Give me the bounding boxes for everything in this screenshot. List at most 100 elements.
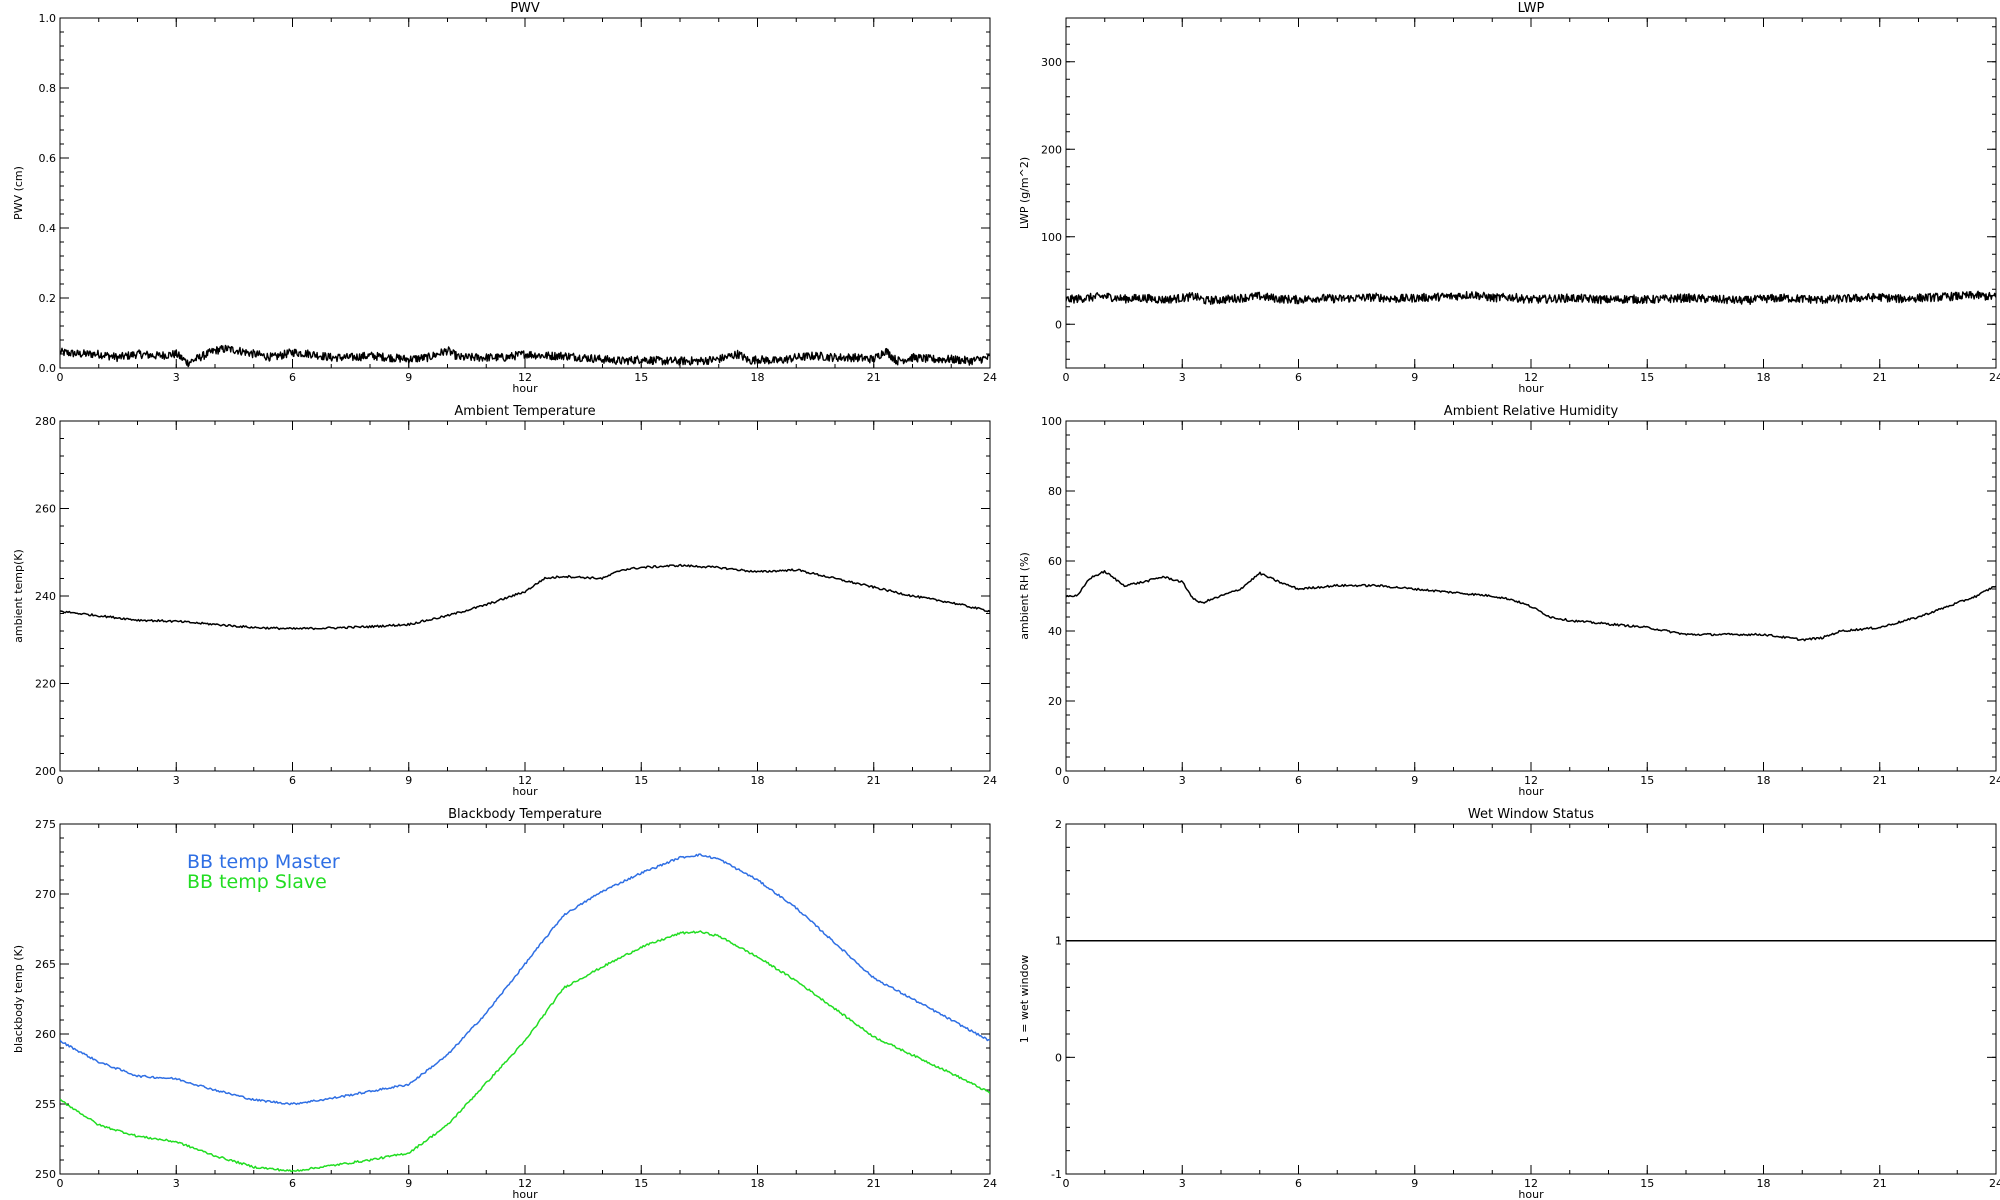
x-tick-label: 21 xyxy=(867,1177,881,1190)
x-tick-label: 0 xyxy=(1063,1177,1070,1190)
y-tick-label: 80 xyxy=(1048,485,1062,498)
x-tick-label: 0 xyxy=(57,371,64,384)
panel-1: LWP 0 3 6 9 12 15 18 21 24 hour 0 100 200 300 LWP (g/m^… xyxy=(1018,1,2000,395)
x-tick-label: 3 xyxy=(173,371,180,384)
x-tick-label: 24 xyxy=(1989,371,2000,384)
x-tick-label: 6 xyxy=(289,774,296,787)
x-tick-label: 24 xyxy=(983,774,997,787)
chart-title: Wet Window Status xyxy=(1468,807,1594,822)
x-tick-label: 12 xyxy=(1524,371,1538,384)
y-tick-label: 260 xyxy=(35,503,56,516)
x-tick-label: 18 xyxy=(751,774,765,787)
x-tick-label: 15 xyxy=(634,371,648,384)
x-tick-label: 9 xyxy=(405,371,412,384)
y-tick-label: 100 xyxy=(1041,415,1062,428)
x-tick-label: 3 xyxy=(173,774,180,787)
x-tick-label: 6 xyxy=(1295,1177,1302,1190)
y-tick-label: 240 xyxy=(35,590,56,603)
x-tick-label: 9 xyxy=(1411,1177,1418,1190)
x-tick-label: 0 xyxy=(1063,371,1070,384)
chart-title: Ambient Relative Humidity xyxy=(1444,404,1619,419)
y-tick-label: -1 xyxy=(1051,1168,1062,1181)
series-line-1 xyxy=(60,930,990,1173)
y-tick-label: 265 xyxy=(35,958,56,971)
plot-frame xyxy=(1065,420,1997,772)
y-axis-label: blackbody temp (K) xyxy=(12,945,25,1053)
x-tick-label: 9 xyxy=(405,774,412,787)
y-axis-label: 1 = wet window xyxy=(1018,955,1031,1044)
y-tick-label: 0 xyxy=(1055,1051,1062,1064)
y-tick-label: 40 xyxy=(1048,625,1062,638)
y-axis-label: ambient RH (%) xyxy=(1018,552,1031,640)
y-tick-label: 200 xyxy=(35,765,56,778)
x-tick-label: 18 xyxy=(1757,371,1771,384)
series-line-0 xyxy=(60,853,990,1106)
y-tick-label: 260 xyxy=(35,1028,56,1041)
x-tick-label: 24 xyxy=(1989,774,2000,787)
y-tick-label: 60 xyxy=(1048,555,1062,568)
chart-title: LWP xyxy=(1518,1,1545,16)
x-tick-label: 12 xyxy=(1524,1177,1538,1190)
y-tick-label: 2 xyxy=(1055,818,1062,831)
plot-frame xyxy=(1065,823,1997,1175)
y-tick-label: 255 xyxy=(35,1098,56,1111)
x-tick-label: 24 xyxy=(983,371,997,384)
x-tick-label: 3 xyxy=(1179,774,1186,787)
y-tick-label: 20 xyxy=(1048,695,1062,708)
x-tick-label: 21 xyxy=(867,371,881,384)
x-tick-label: 0 xyxy=(1063,774,1070,787)
chart-title: PWV xyxy=(510,1,540,16)
x-tick-label: 21 xyxy=(1873,371,1887,384)
x-tick-label: 21 xyxy=(867,774,881,787)
y-tick-label: 200 xyxy=(1041,143,1062,156)
y-axis-label: ambient temp(K) xyxy=(12,549,25,643)
y-tick-label: 300 xyxy=(1041,56,1062,69)
y-tick-label: 0.0 xyxy=(39,362,57,375)
x-tick-label: 24 xyxy=(1989,1177,2000,1190)
legend-entry: BB temp Master xyxy=(187,851,340,873)
panel-2: Ambient Temperature 0 3 6 9 12 15 18 21 24 hour 200… xyxy=(12,404,997,798)
x-tick-label: 18 xyxy=(1757,774,1771,787)
series-group xyxy=(60,344,990,368)
x-tick-label: 18 xyxy=(751,1177,765,1190)
series-line-0 xyxy=(60,563,990,631)
x-tick-label: 9 xyxy=(1411,774,1418,787)
x-axis-label: hour xyxy=(512,785,538,798)
x-tick-label: 15 xyxy=(1640,774,1654,787)
y-tick-label: 0.8 xyxy=(39,82,57,95)
legend-entry: BB temp Slave xyxy=(187,871,327,893)
x-tick-label: 6 xyxy=(289,1177,296,1190)
y-tick-label: 0.4 xyxy=(39,222,57,235)
x-tick-label: 12 xyxy=(518,774,532,787)
x-tick-label: 15 xyxy=(634,1177,648,1190)
y-tick-label: 280 xyxy=(35,415,56,428)
x-tick-label: 6 xyxy=(289,371,296,384)
series-group xyxy=(1066,570,1996,642)
y-tick-label: 0 xyxy=(1055,765,1062,778)
panel-4: Blackbody Temperature 0 3 6 9 12 15 18 21 24 hour 2… xyxy=(12,807,997,1200)
series-line-0 xyxy=(1066,290,1996,305)
x-axis-label: hour xyxy=(1518,785,1544,798)
y-tick-label: 0.6 xyxy=(39,152,57,165)
panel-3: Ambient Relative Humidity 0 3 6 9 12 15 18 21 24 h… xyxy=(1018,404,2000,798)
plot-frame xyxy=(59,17,991,369)
x-tick-label: 6 xyxy=(1295,371,1302,384)
x-tick-label: 0 xyxy=(57,774,64,787)
x-tick-label: 18 xyxy=(751,371,765,384)
x-axis-label: hour xyxy=(1518,1188,1544,1200)
panel-0: PWV 0 3 6 9 12 15 18 21 24 hour 0.0 0.2 0.4 0.6 0.8 1.0 P… xyxy=(12,1,997,395)
series-group xyxy=(60,853,990,1173)
x-tick-label: 9 xyxy=(1411,371,1418,384)
x-tick-label: 12 xyxy=(518,371,532,384)
x-axis-label: hour xyxy=(512,1188,538,1200)
x-tick-label: 15 xyxy=(1640,1177,1654,1190)
y-tick-label: 0.2 xyxy=(39,292,57,305)
chart-title: Ambient Temperature xyxy=(454,404,595,419)
y-tick-label: 100 xyxy=(1041,231,1062,244)
x-axis-label: hour xyxy=(512,382,538,395)
x-tick-label: 3 xyxy=(173,1177,180,1190)
y-axis-label: LWP (g/m^2) xyxy=(1018,157,1031,229)
plot-frame xyxy=(59,420,991,772)
